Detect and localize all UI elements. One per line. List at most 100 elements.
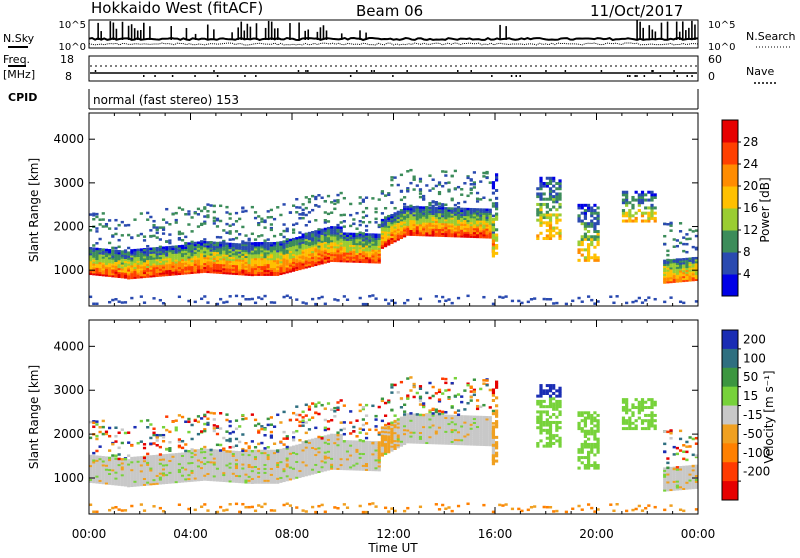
power-cell xyxy=(495,247,498,250)
power-cell xyxy=(178,237,181,240)
velocity-cell xyxy=(108,457,111,459)
power-cell xyxy=(470,208,473,210)
power-cell xyxy=(365,225,368,228)
velocity-cell xyxy=(133,457,136,459)
velocity-cell xyxy=(295,419,298,422)
freq-dot xyxy=(686,75,688,77)
power-cell xyxy=(543,237,546,240)
velocity-cell xyxy=(359,428,362,431)
power-cell xyxy=(156,247,159,249)
power-cell xyxy=(457,202,460,205)
power-cell xyxy=(381,219,384,221)
power-cell xyxy=(362,211,365,214)
freq-dot xyxy=(255,75,257,77)
noise-left-tick-bottom: 10^0 xyxy=(59,42,86,53)
power-cell xyxy=(587,238,590,241)
power-cell xyxy=(587,251,590,254)
power-cell xyxy=(317,228,320,231)
power-cell xyxy=(327,195,330,198)
power-cell xyxy=(539,224,542,227)
power-cell xyxy=(555,227,558,230)
power-cell xyxy=(374,218,377,221)
power-cell xyxy=(413,178,416,181)
power-cell xyxy=(635,220,638,223)
velocity-cell xyxy=(282,443,285,446)
power-cell xyxy=(685,258,688,260)
velocity-cell xyxy=(149,455,152,457)
power-cell xyxy=(336,299,339,302)
power-cell xyxy=(241,242,244,245)
power-cell xyxy=(682,236,685,239)
power-ytick-label: 3000 xyxy=(53,176,84,190)
freq-dot xyxy=(373,70,375,72)
velocity-cell xyxy=(213,412,216,415)
velocity-cell xyxy=(200,448,203,451)
power-cell xyxy=(460,193,463,196)
velocity-cell xyxy=(241,450,244,453)
power-cell xyxy=(162,246,165,248)
power-cell xyxy=(669,296,672,299)
velocity-cell xyxy=(292,446,295,448)
velocity-cell xyxy=(317,505,320,508)
power-cell xyxy=(368,233,371,235)
power-cell xyxy=(311,298,314,301)
power-cell xyxy=(571,300,574,303)
cpid-panel: CPID normal (fast stereo) 153 xyxy=(8,89,698,109)
power-cell xyxy=(302,233,305,235)
power-cell xyxy=(365,229,368,232)
power-cell xyxy=(682,250,685,253)
power-cell xyxy=(635,199,638,202)
power-cell xyxy=(184,236,187,239)
velocity-cell xyxy=(317,436,320,439)
power-cell xyxy=(590,222,593,225)
power-cell xyxy=(631,199,634,202)
power-cell xyxy=(555,302,558,305)
power-cell xyxy=(263,226,266,229)
power-cell xyxy=(409,182,412,185)
power-cell xyxy=(539,187,542,190)
power-cell xyxy=(343,225,346,228)
power-cell xyxy=(622,199,625,202)
velocity-cell xyxy=(216,425,219,428)
velocity-cell xyxy=(340,399,343,402)
velocity-cell xyxy=(235,428,238,431)
power-cell xyxy=(441,207,444,209)
beam-title: Beam 06 xyxy=(356,2,423,20)
velocity-cell xyxy=(197,415,200,418)
power-cell xyxy=(581,248,584,251)
power-cell xyxy=(321,296,324,299)
power-cell xyxy=(549,298,552,301)
power-cell xyxy=(270,229,273,232)
power-cell xyxy=(622,193,625,196)
power-cell xyxy=(688,257,691,259)
freq-dot xyxy=(213,70,215,72)
velocity-cell xyxy=(175,426,178,429)
power-cell xyxy=(543,192,546,195)
power-cell xyxy=(555,195,558,198)
power-cell xyxy=(546,298,549,301)
power-colorbar-swatch xyxy=(722,274,738,297)
power-cell xyxy=(549,187,552,190)
power-cell xyxy=(146,218,149,221)
velocity-cell xyxy=(311,439,314,441)
power-cell xyxy=(555,187,558,190)
power-cell xyxy=(92,247,95,249)
power-cell xyxy=(447,189,450,192)
power-cell xyxy=(308,221,311,224)
velocity-cell xyxy=(232,451,235,453)
velocity-cell xyxy=(263,434,266,437)
power-cell xyxy=(492,249,495,252)
power-cell xyxy=(546,234,549,237)
power-cell xyxy=(244,298,247,301)
velocity-cell xyxy=(165,454,168,456)
power-cell xyxy=(454,170,457,173)
power-cell xyxy=(282,223,285,226)
velocity-cell xyxy=(181,447,184,450)
power-cell xyxy=(625,220,628,223)
power-cell xyxy=(394,207,397,210)
velocity-cell xyxy=(298,425,301,428)
power-cell xyxy=(647,212,650,215)
power-cell xyxy=(669,224,672,227)
power-cell xyxy=(498,296,501,299)
velocity-cell xyxy=(298,444,301,446)
